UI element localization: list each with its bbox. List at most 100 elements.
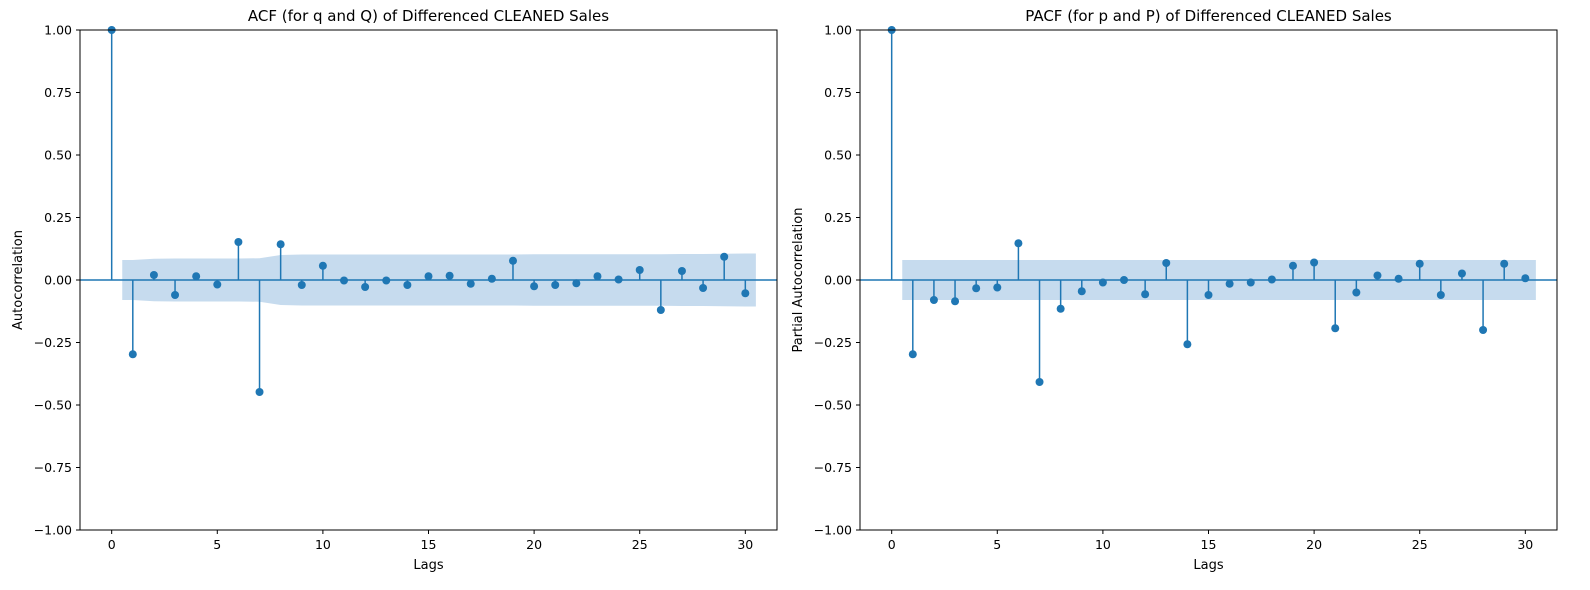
point-lag-27 — [677, 267, 686, 275]
point-lag-30 — [741, 289, 750, 298]
point-lag-28 — [1479, 326, 1488, 334]
x-tick-label: 15 — [421, 537, 437, 552]
point-lag-13 — [1162, 259, 1171, 267]
point-lag-20 — [1310, 258, 1319, 267]
y-tick-label: −0.50 — [34, 398, 72, 413]
chart-title: ACF (for q and Q) of Differenced CLEANED… — [248, 7, 609, 25]
point-lag-10 — [1098, 278, 1107, 287]
point-lag-9 — [1077, 287, 1086, 296]
y-tick-label: 0.75 — [44, 85, 72, 100]
chart-panel-acf: −1.00 −0.75 −0.50 −0.25 0.00 0.25 0.50 0.75 1.00… — [11, 7, 778, 573]
y-tick-label: 0.25 — [44, 210, 72, 225]
point-lag-21 — [551, 281, 560, 289]
point-lag-27 — [1457, 269, 1466, 278]
point-lag-21 — [1331, 324, 1340, 333]
point-lag-22 — [572, 279, 581, 288]
point-lag-25 — [635, 266, 644, 274]
x-tick-label: 15 — [1201, 537, 1217, 552]
point-lag-4 — [972, 284, 981, 293]
x-axis-label: Lags — [413, 558, 443, 573]
point-lag-5 — [213, 280, 222, 289]
x-tick-label: 0 — [108, 537, 116, 552]
y-tick-label: 0.00 — [824, 273, 852, 288]
point-lag-2 — [149, 271, 158, 279]
x-axis-label: Lags — [1193, 558, 1223, 573]
point-lag-12 — [361, 283, 370, 291]
point-lag-7 — [1035, 378, 1044, 386]
y-tick-label: 0.50 — [44, 148, 72, 163]
y-tick-label: 0.00 — [44, 273, 72, 288]
y-tick-label: 0.25 — [824, 210, 852, 225]
point-lag-1 — [908, 350, 917, 359]
point-lag-18 — [487, 274, 496, 283]
y-axis-label: Partial Autocorrelation — [791, 208, 806, 353]
point-lag-15 — [424, 272, 433, 281]
point-lag-8 — [1056, 304, 1065, 313]
point-lag-12 — [1141, 290, 1150, 299]
point-lag-18 — [1267, 275, 1276, 284]
point-lag-1 — [128, 350, 137, 359]
x-tick-label: 0 — [888, 537, 896, 552]
point-lag-11 — [340, 276, 349, 285]
point-lag-3 — [171, 291, 180, 299]
x-tick-label: 20 — [1306, 537, 1322, 552]
y-tick-label: −0.50 — [814, 398, 852, 413]
point-lag-20 — [530, 282, 539, 291]
x-tick-label: 10 — [315, 537, 331, 552]
y-tick-label: 0.75 — [824, 85, 852, 100]
point-lag-26 — [1436, 291, 1445, 299]
point-lag-16 — [1225, 279, 1234, 288]
y-tick-label: −0.75 — [34, 460, 72, 475]
point-lag-22 — [1352, 288, 1361, 297]
point-lag-6 — [1014, 239, 1023, 248]
y-tick-label: −0.25 — [34, 335, 72, 350]
point-lag-11 — [1120, 276, 1129, 284]
point-lag-8 — [276, 240, 285, 249]
y-tick-label: 0.50 — [824, 148, 852, 163]
point-lag-23 — [1373, 271, 1382, 280]
point-lag-17 — [1246, 278, 1255, 287]
point-lag-24 — [1394, 274, 1403, 283]
point-lag-9 — [297, 281, 306, 289]
y-tick-label: −0.75 — [814, 460, 852, 475]
point-lag-26 — [656, 306, 665, 314]
point-lag-14 — [1183, 340, 1192, 349]
point-lag-13 — [382, 276, 391, 285]
point-lag-17 — [466, 279, 475, 288]
point-lag-25 — [1415, 259, 1424, 268]
x-tick-label: 10 — [1095, 537, 1111, 552]
point-lag-15 — [1204, 291, 1213, 299]
y-tick-label: −1.00 — [814, 523, 852, 538]
chart-panel-pacf: −1.00 −0.75 −0.50 −0.25 0.00 0.25 0.50 0.75 1.00… — [791, 7, 1558, 573]
point-lag-6 — [234, 238, 243, 246]
point-lag-24 — [614, 275, 623, 284]
x-tick-label: 30 — [1517, 537, 1533, 552]
point-lag-10 — [318, 261, 327, 270]
x-tick-label: 25 — [1412, 537, 1428, 552]
x-tick-label: 20 — [526, 537, 542, 552]
point-lag-30 — [1521, 274, 1530, 283]
y-tick-label: −0.25 — [814, 335, 852, 350]
point-lag-5 — [993, 283, 1002, 292]
point-lag-29 — [1500, 259, 1509, 268]
x-tick-label: 5 — [213, 537, 221, 552]
point-lag-28 — [699, 284, 708, 292]
x-tick-label: 5 — [993, 537, 1001, 552]
point-lag-2 — [929, 296, 938, 304]
point-lag-7 — [255, 388, 264, 396]
y-tick-label: 1.00 — [44, 23, 72, 38]
point-lag-14 — [403, 281, 412, 289]
point-lag-29 — [720, 252, 729, 261]
point-lag-3 — [951, 297, 960, 306]
point-lag-23 — [593, 272, 602, 281]
y-tick-label: 1.00 — [824, 23, 852, 38]
point-lag-4 — [192, 272, 201, 281]
y-tick-label: −1.00 — [34, 523, 72, 538]
x-tick-label: 30 — [737, 537, 753, 552]
point-lag-19 — [508, 256, 517, 265]
point-lag-16 — [445, 271, 454, 280]
y-axis-label: Autocorrelation — [11, 230, 26, 330]
x-tick-label: 25 — [632, 537, 648, 552]
point-lag-19 — [1288, 261, 1297, 270]
